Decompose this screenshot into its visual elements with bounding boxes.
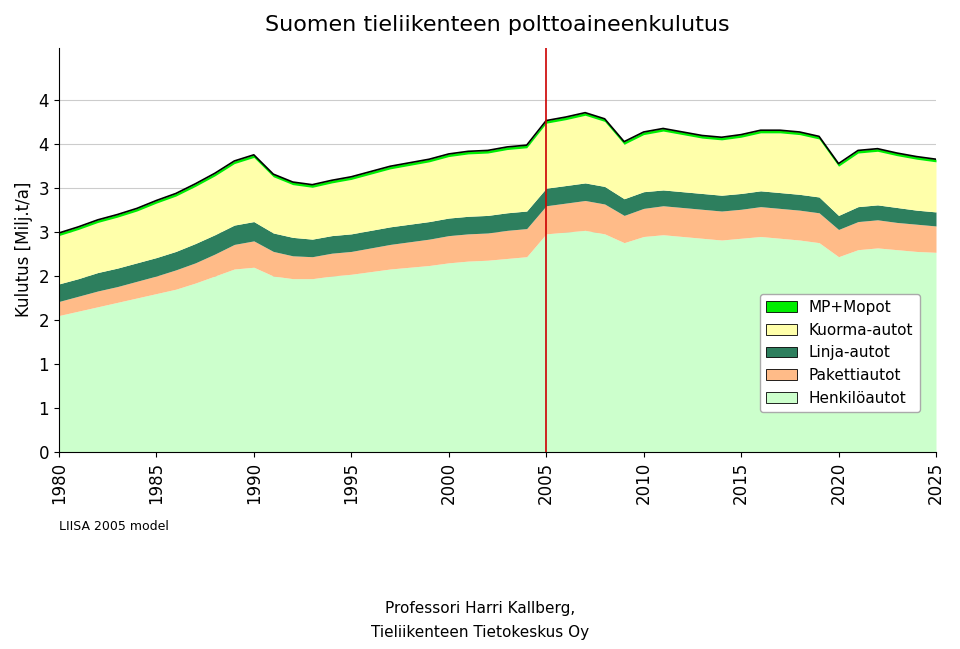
- Title: Suomen tieliikenteen polttoaineenkulutus: Suomen tieliikenteen polttoaineenkulutus: [265, 15, 730, 35]
- Legend: MP+Mopot, Kuorma-autot, Linja-autot, Pakettiautot, Henkilöautot: MP+Mopot, Kuorma-autot, Linja-autot, Pak…: [760, 294, 920, 411]
- Y-axis label: Kulutus [Milj.t/a]: Kulutus [Milj.t/a]: [15, 182, 33, 317]
- Text: Tieliikenteen Tietokeskus Oy: Tieliikenteen Tietokeskus Oy: [371, 626, 589, 641]
- Text: LIISA 2005 model: LIISA 2005 model: [59, 520, 169, 533]
- Text: Professori Harri Kallberg,: Professori Harri Kallberg,: [385, 602, 575, 617]
